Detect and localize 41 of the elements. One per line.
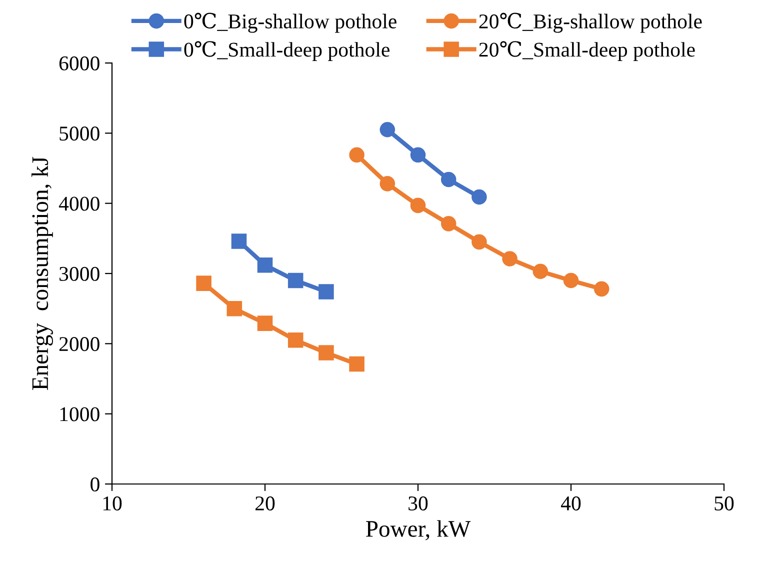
x-tick-label: 10 <box>103 496 122 510</box>
x-tick-label: 20 <box>256 496 275 510</box>
point <box>349 147 364 163</box>
y-tick-label: 2000 <box>59 337 100 352</box>
legend-label: 0℃_Small-deep pothole <box>184 41 390 61</box>
y-tick-label: 6000 <box>59 56 100 70</box>
x-axis-title: Power, kW <box>366 520 471 540</box>
point <box>380 122 396 138</box>
y-axis-title: Energy consumption, kJ <box>31 156 53 390</box>
point <box>440 216 456 232</box>
point <box>410 147 426 163</box>
point <box>440 172 456 188</box>
point <box>257 316 273 331</box>
point <box>318 284 334 300</box>
point <box>472 234 487 250</box>
legend-label: 0℃_Big-shallow pothole <box>184 12 396 33</box>
point <box>318 345 334 360</box>
y-tick-label: 5000 <box>60 126 100 141</box>
point <box>502 251 518 266</box>
point <box>380 176 396 192</box>
point <box>563 272 579 288</box>
legend-label: 20℃_Small-deep pothole <box>479 41 695 61</box>
x-tick-label: 40 <box>560 496 581 510</box>
point <box>231 234 247 249</box>
x-tick-label: 30 <box>408 496 428 510</box>
point <box>532 264 548 280</box>
point <box>288 332 304 348</box>
y-tick-label: 3000 <box>60 266 100 281</box>
point <box>594 281 610 297</box>
legend-label: 20℃_Big-shallow pothole <box>479 12 702 33</box>
y-tick-label: 0 <box>90 477 100 492</box>
point <box>472 189 487 205</box>
x-tick-label: 50 <box>714 496 734 510</box>
y-tick-label: 1000 <box>60 407 100 422</box>
point <box>257 257 273 273</box>
point <box>196 276 212 291</box>
point <box>410 198 426 214</box>
point <box>226 300 242 316</box>
y-tick-label: 4000 <box>58 196 100 211</box>
point <box>349 356 364 372</box>
point <box>288 272 304 288</box>
